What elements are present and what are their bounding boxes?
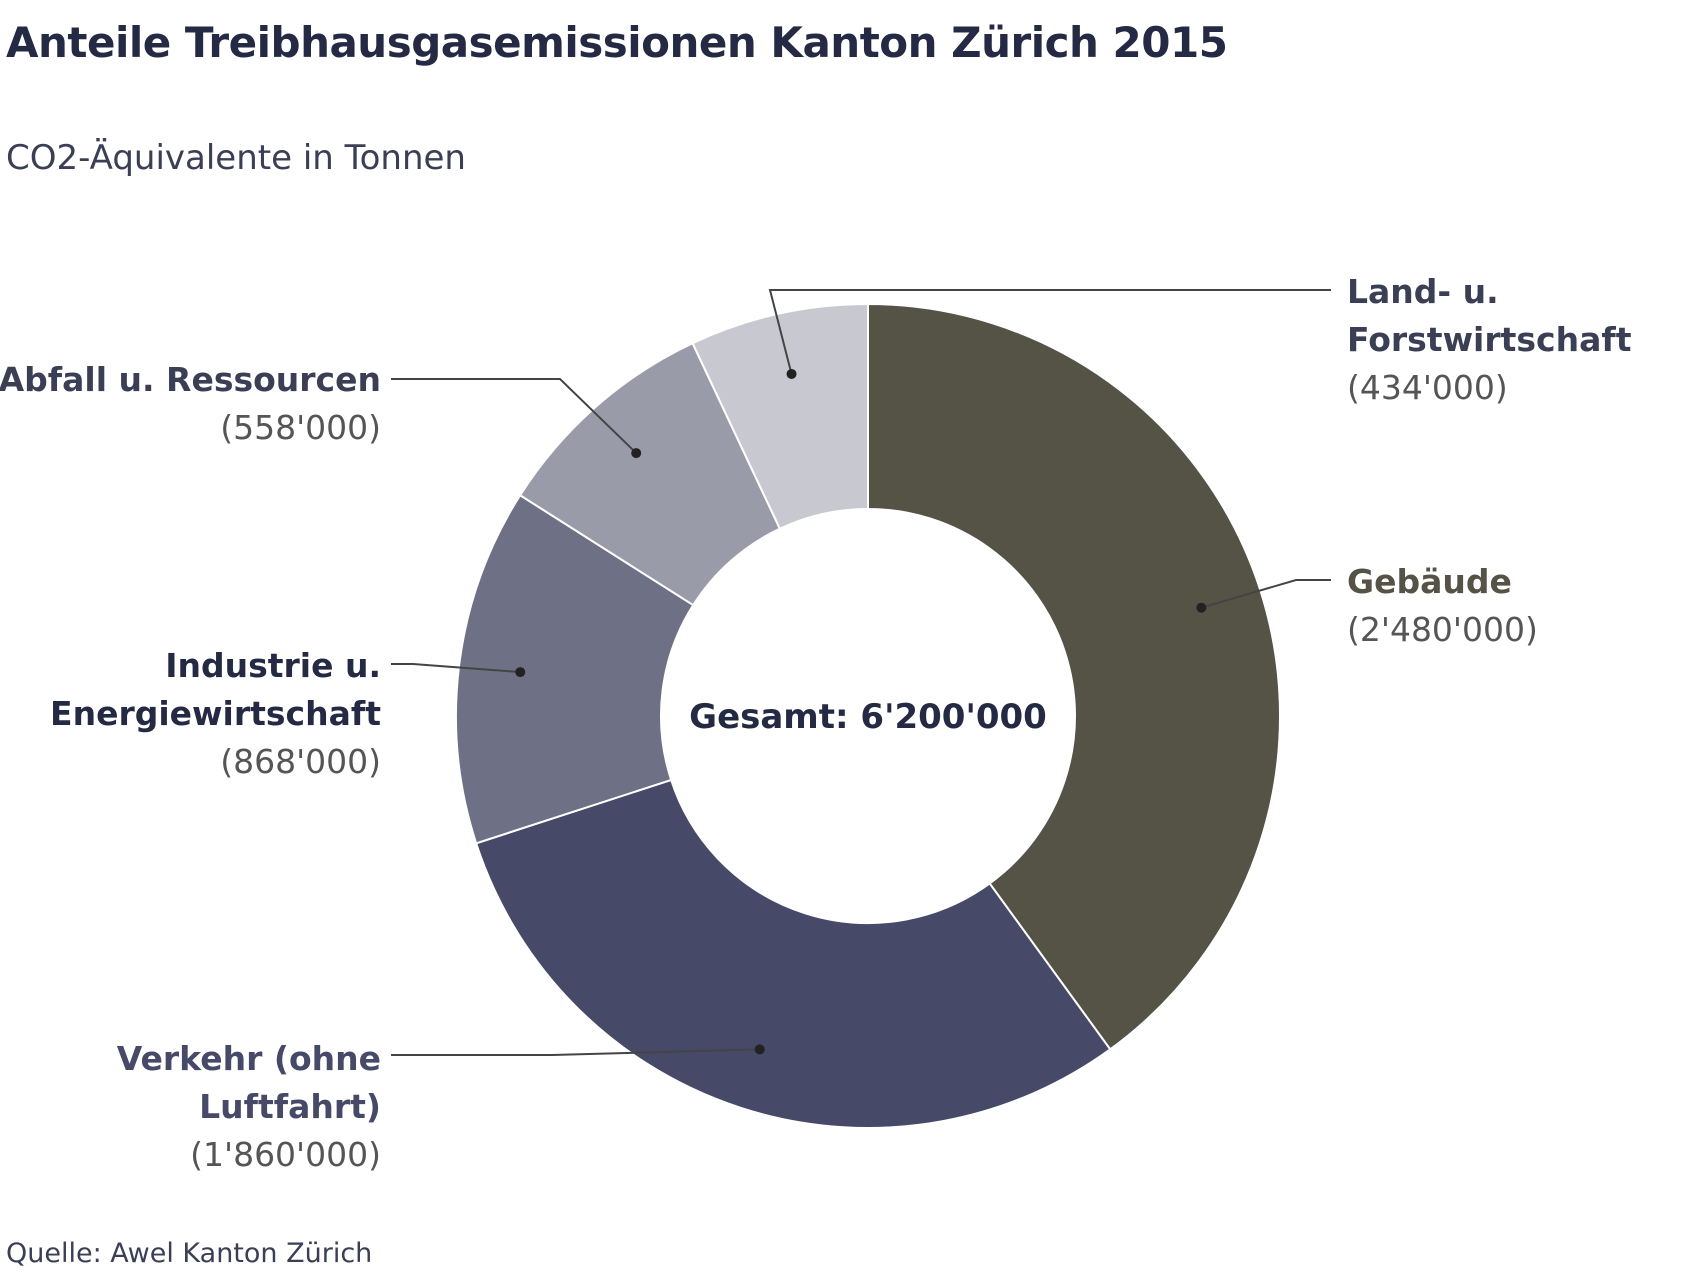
slice-label-2-line-1: Energiewirtschaft	[50, 694, 381, 733]
slice-label-4-line-0: Land- u.	[1347, 272, 1499, 311]
leader-line-0	[1201, 579, 1331, 609]
leader-dot-3	[631, 448, 642, 459]
leader-dot-0	[1196, 602, 1207, 613]
source-note: Quelle: Awel Kanton Zürich	[6, 1238, 373, 1269]
slice-4	[691, 302, 869, 531]
leader-line-2	[391, 663, 521, 674]
slice-2	[455, 493, 695, 845]
slice-label-4-line-1: Forstwirtschaft	[1347, 320, 1632, 359]
slice-value-4: (434'000)	[1347, 368, 1508, 407]
slice-value-2: (868'000)	[220, 742, 381, 781]
slice-label-0-line-0: Gebäude	[1347, 562, 1512, 601]
leader-line-1	[391, 1048, 760, 1056]
center-total-label: Gesamt: 6'200'000	[689, 697, 1047, 737]
slice-label-2-line-0: Industrie u.	[165, 646, 381, 685]
slice-1	[474, 778, 1112, 1129]
chart-title: Anteile Treibhausgasemissionen Kanton Zü…	[6, 18, 1228, 67]
slice-label-3-line-0: Abfall u. Ressourcen	[0, 360, 381, 399]
leader-dot-2	[515, 667, 526, 678]
slice-0	[867, 302, 1281, 1051]
slice-label-1-line-0: Verkehr (ohne	[117, 1039, 381, 1078]
slice-label-1-line-1: Luftfahrt)	[199, 1087, 381, 1126]
leader-line-4	[768, 289, 1331, 375]
leader-line-3	[391, 378, 637, 454]
slice-value-0: (2'480'000)	[1347, 610, 1538, 649]
leader-dot-1	[754, 1044, 765, 1055]
slice-value-1: (1'860'000)	[190, 1135, 381, 1174]
slice-value-3: (558'000)	[220, 408, 381, 447]
chart-subtitle: CO2-Äquivalente in Tonnen	[6, 138, 466, 178]
leader-dot-4	[786, 368, 797, 379]
